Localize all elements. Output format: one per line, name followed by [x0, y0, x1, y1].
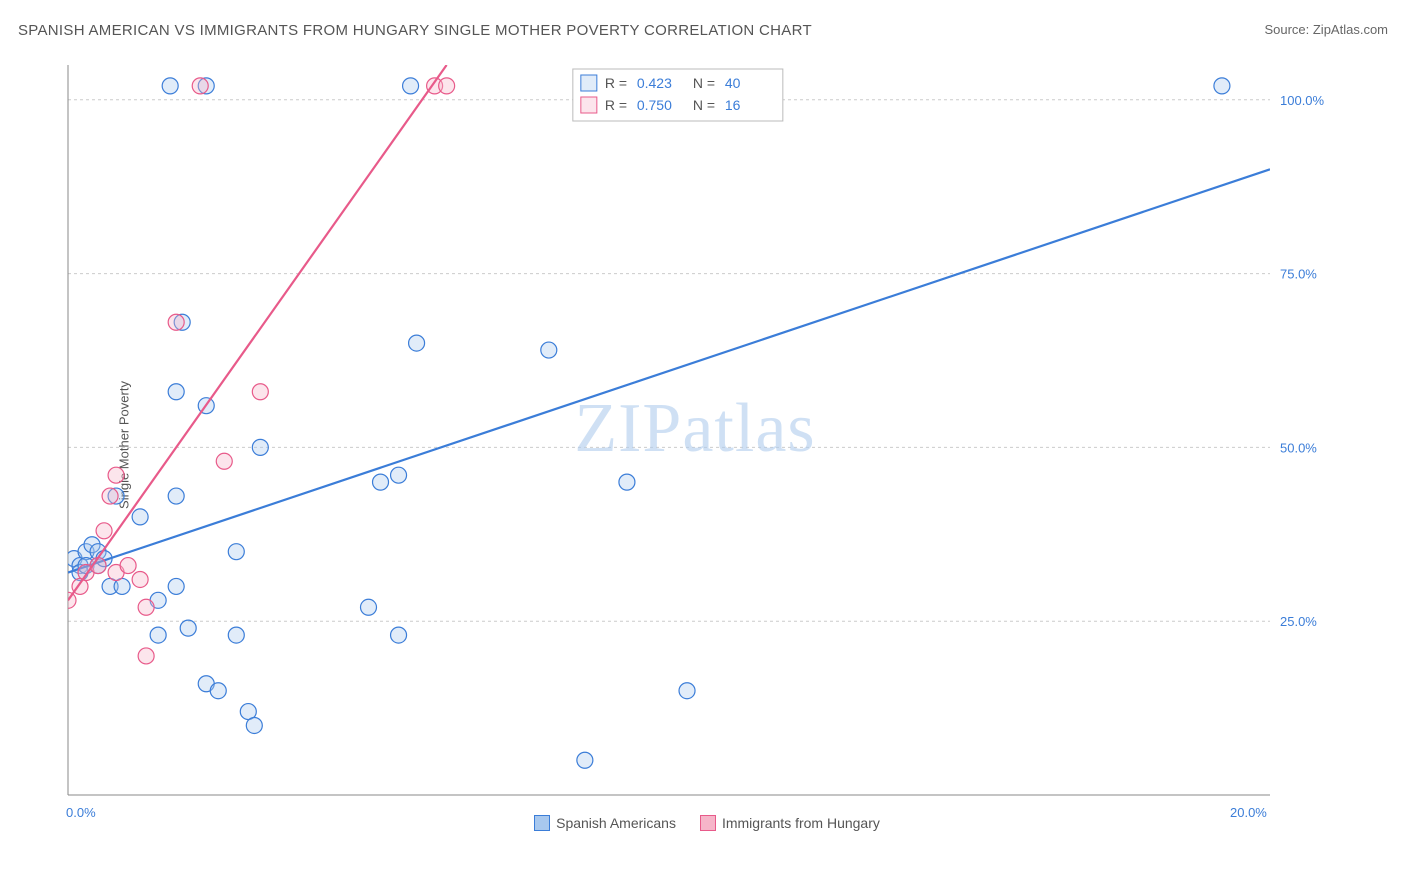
legend-series-label: Immigrants from Hungary — [722, 815, 880, 831]
data-point — [439, 78, 455, 94]
data-point — [391, 467, 407, 483]
y-tick-label: 75.0% — [1280, 267, 1317, 282]
bottom-legend: Spanish Americans Immigrants from Hungary — [50, 815, 1340, 831]
data-point — [108, 467, 124, 483]
data-point — [96, 523, 112, 539]
legend-n-label: N = — [693, 97, 715, 113]
scatter-plot: 25.0%50.0%75.0%100.0%0.0%20.0%R =0.423N … — [50, 55, 1340, 835]
legend-r-label: R = — [605, 75, 627, 91]
legend-n-value: 40 — [725, 75, 741, 91]
data-point — [102, 488, 118, 504]
legend-swatch — [581, 75, 597, 91]
data-point — [619, 474, 635, 490]
data-point — [138, 648, 154, 664]
data-point — [252, 439, 268, 455]
data-point — [246, 717, 262, 733]
legend-swatch — [581, 97, 597, 113]
data-point — [228, 627, 244, 643]
legend-r-value: 0.750 — [637, 97, 672, 113]
legend-r-value: 0.423 — [637, 75, 672, 91]
data-point — [192, 78, 208, 94]
data-point — [150, 627, 166, 643]
data-point — [577, 752, 593, 768]
legend-swatch — [534, 815, 550, 831]
data-point — [409, 335, 425, 351]
legend-series-label: Spanish Americans — [556, 815, 676, 831]
chart-area: Single Mother Poverty 25.0%50.0%75.0%100… — [50, 55, 1340, 835]
data-point — [138, 599, 154, 615]
data-point — [679, 683, 695, 699]
data-point — [168, 384, 184, 400]
chart-title: SPANISH AMERICAN VS IMMIGRANTS FROM HUNG… — [18, 22, 812, 39]
data-point — [541, 342, 557, 358]
legend-swatch — [700, 815, 716, 831]
data-point — [180, 620, 196, 636]
data-point — [403, 78, 419, 94]
data-point — [373, 474, 389, 490]
source-attribution: Source: ZipAtlas.com — [1264, 22, 1388, 37]
data-point — [252, 384, 268, 400]
data-point — [210, 683, 226, 699]
data-point — [120, 558, 136, 574]
data-point — [168, 314, 184, 330]
legend-n-label: N = — [693, 75, 715, 91]
data-point — [162, 78, 178, 94]
data-point — [132, 509, 148, 525]
data-point — [228, 544, 244, 560]
data-point — [168, 488, 184, 504]
trend-line — [68, 169, 1270, 572]
y-tick-label: 100.0% — [1280, 93, 1325, 108]
legend-n-value: 16 — [725, 97, 741, 113]
data-point — [216, 453, 232, 469]
data-point — [132, 571, 148, 587]
data-point — [361, 599, 377, 615]
data-point — [391, 627, 407, 643]
data-point — [1214, 78, 1230, 94]
legend-r-label: R = — [605, 97, 627, 113]
y-tick-label: 50.0% — [1280, 440, 1317, 455]
trend-line — [68, 65, 447, 600]
y-tick-label: 25.0% — [1280, 614, 1317, 629]
data-point — [168, 578, 184, 594]
